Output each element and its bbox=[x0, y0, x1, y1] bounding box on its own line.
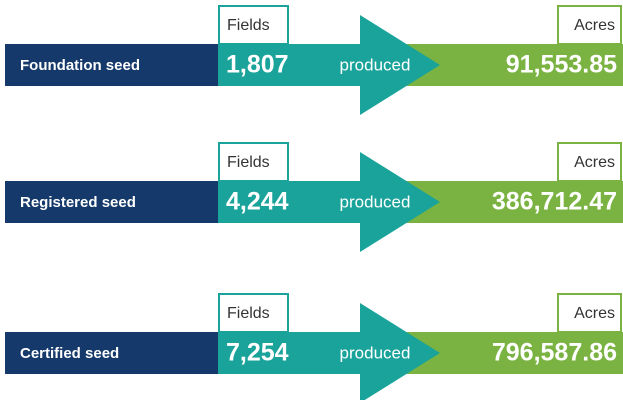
acres-header-box bbox=[557, 142, 622, 182]
acres-value: 386,712.47 bbox=[492, 188, 617, 216]
label-box bbox=[5, 332, 218, 374]
acres-value: 91,553.85 bbox=[506, 51, 617, 79]
produced-label: produced bbox=[340, 343, 411, 362]
arrow bbox=[218, 15, 440, 115]
fields-header: Fields bbox=[227, 17, 270, 34]
fields-value: 7,254 bbox=[226, 339, 289, 367]
row-label: Foundation seed bbox=[20, 57, 140, 74]
row-label: Registered seed bbox=[20, 194, 136, 211]
fields-value: 4,244 bbox=[226, 188, 289, 216]
acres-header: Acres bbox=[574, 154, 615, 171]
acres-value: 796,587.86 bbox=[492, 339, 617, 367]
acres-header-box bbox=[557, 293, 622, 333]
arrow bbox=[218, 303, 440, 400]
label-box bbox=[5, 44, 218, 86]
fields-header-box bbox=[218, 5, 289, 45]
acres-header: Acres bbox=[574, 305, 615, 322]
acres-header: Acres bbox=[574, 17, 615, 34]
label-box bbox=[5, 181, 218, 223]
acres-header-box bbox=[557, 5, 622, 45]
fields-header-box bbox=[218, 142, 289, 182]
row-label: Certified seed bbox=[20, 345, 119, 362]
fields-header-box bbox=[218, 293, 289, 333]
produced-label: produced bbox=[340, 192, 411, 211]
fields-header: Fields bbox=[227, 154, 270, 171]
fields-value: 1,807 bbox=[226, 51, 289, 79]
produced-label: produced bbox=[340, 55, 411, 74]
fields-header: Fields bbox=[227, 305, 270, 322]
arrow bbox=[218, 152, 440, 252]
